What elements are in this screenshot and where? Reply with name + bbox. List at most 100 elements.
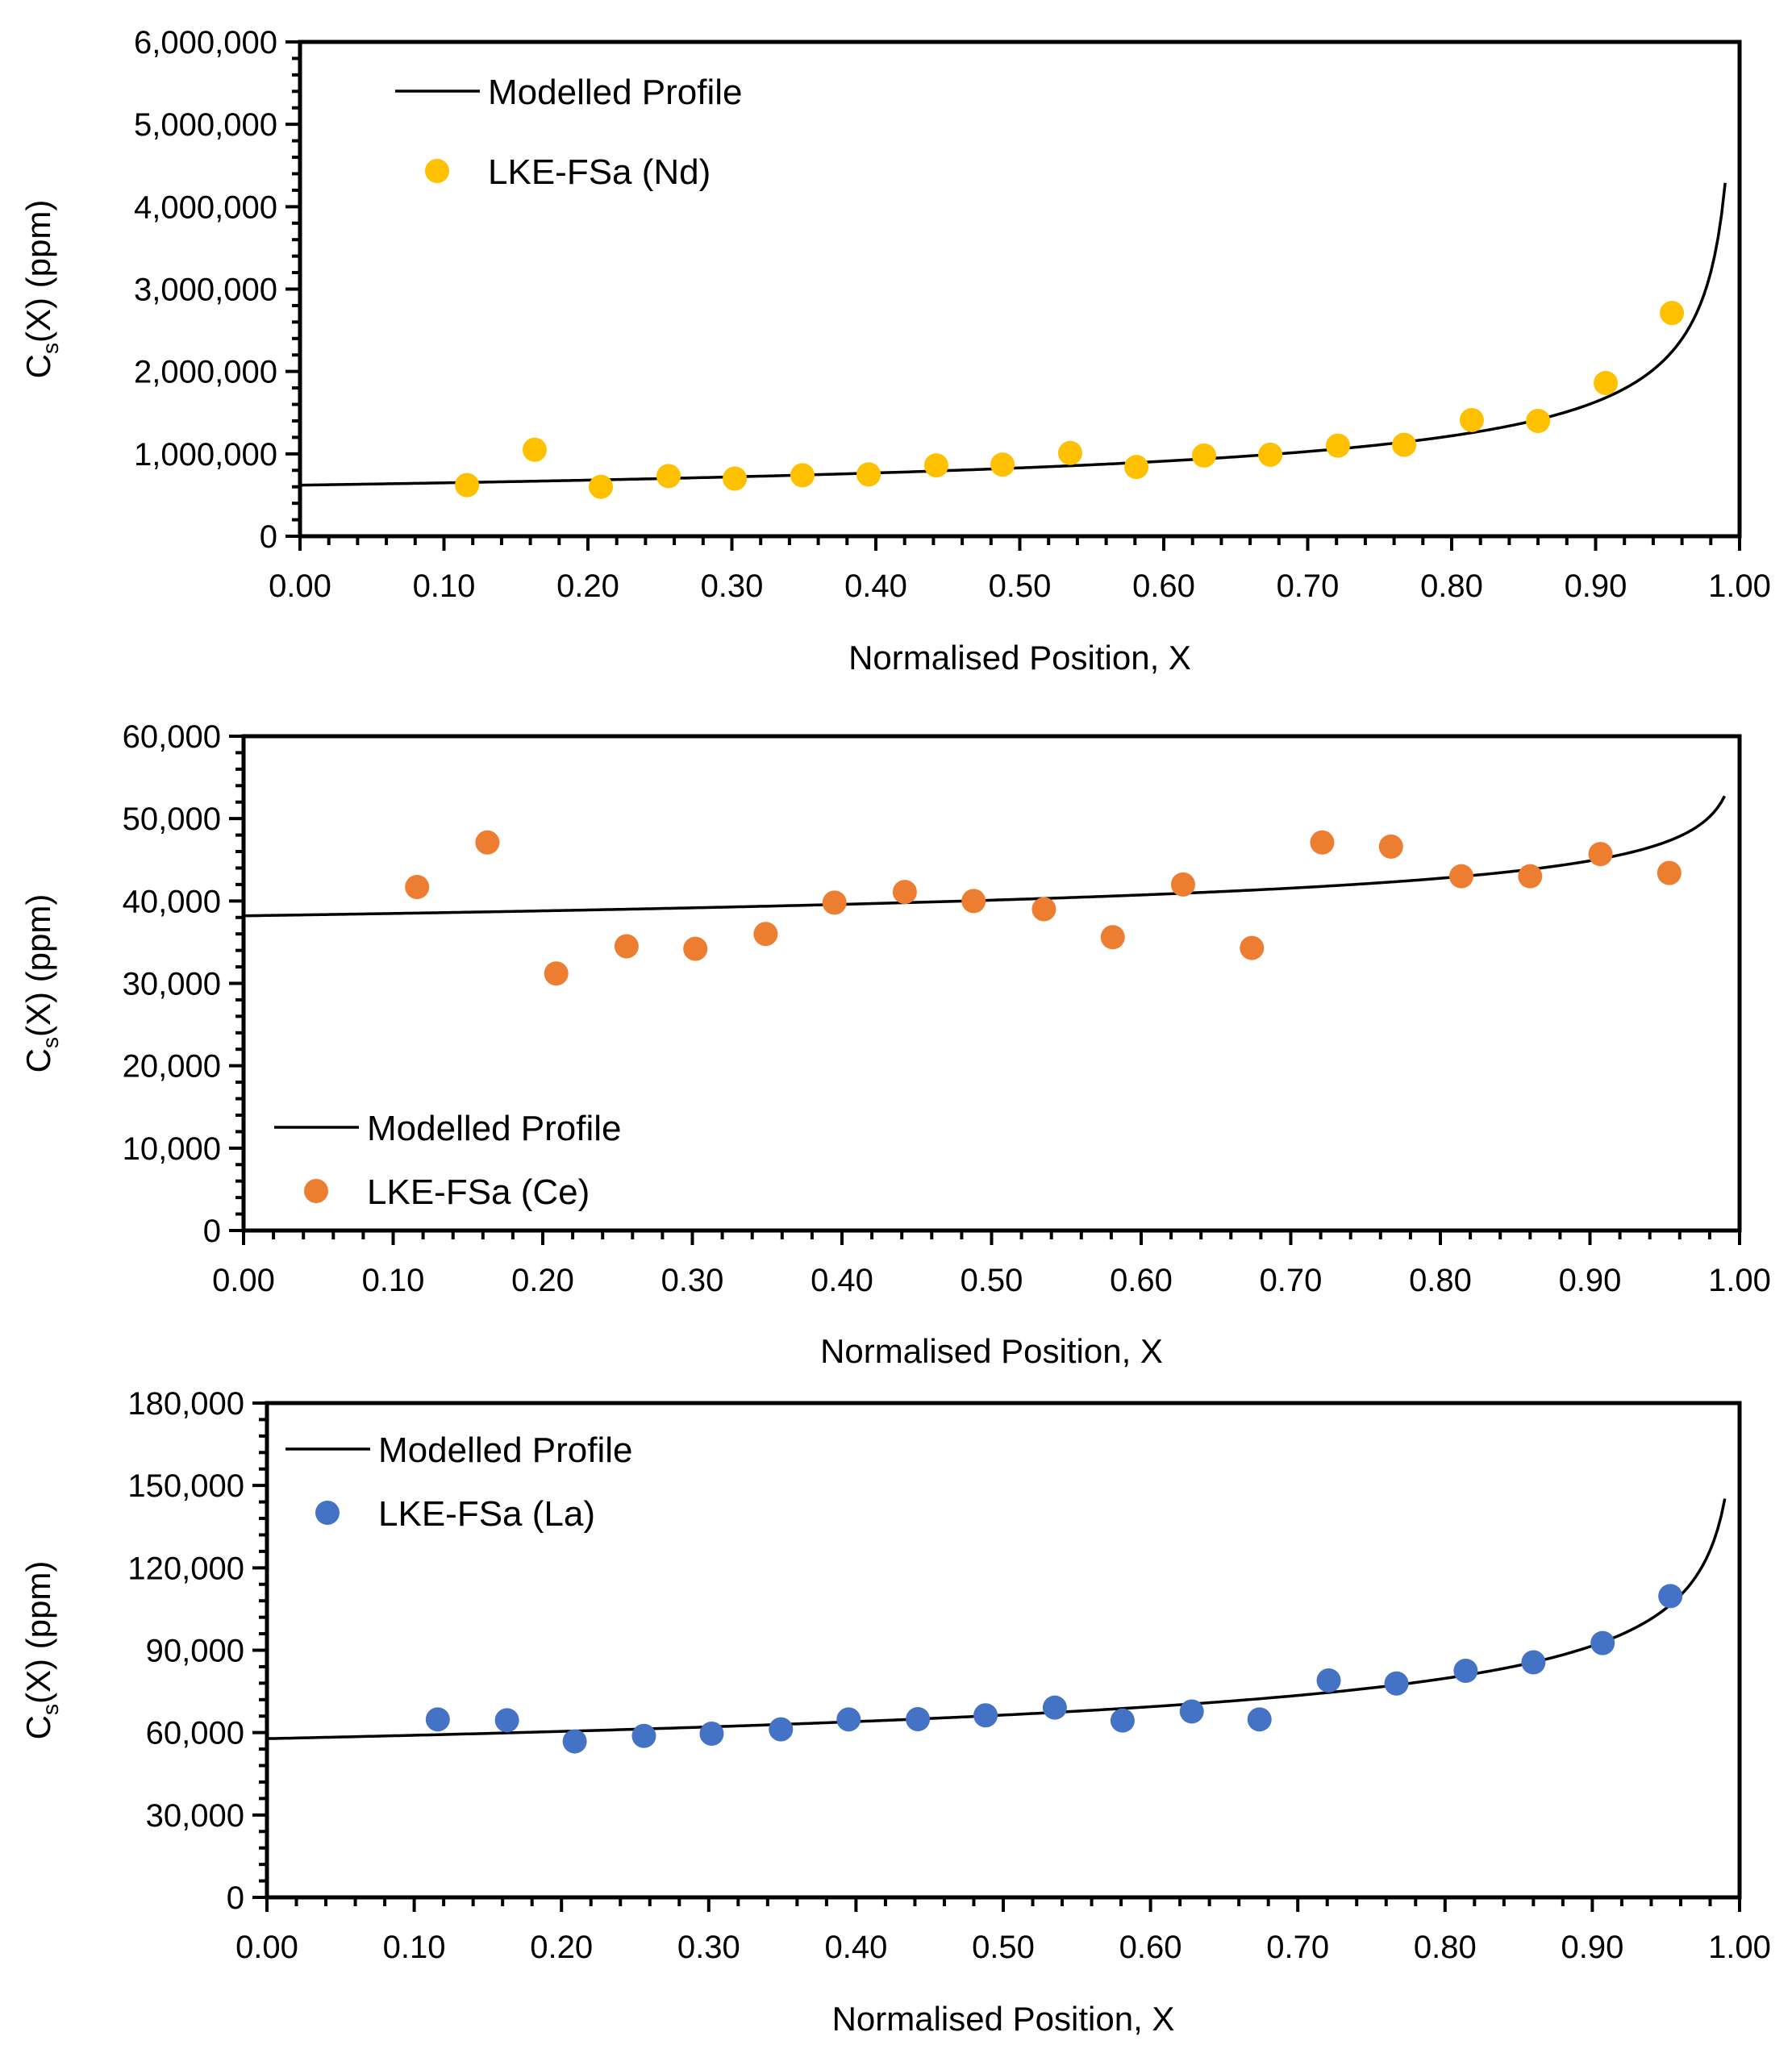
data-point xyxy=(753,922,778,947)
x-tick-label: 0.90 xyxy=(1561,1930,1623,1965)
chart-1: 0.00 0.10 0.20 0.30 0.40 0.50 0.60 0.70 0.80 0.90… xyxy=(19,25,1771,677)
x-tick-label: 0.00 xyxy=(235,1930,298,1965)
y-tick-label: 60,000 xyxy=(146,1716,244,1751)
legend-marker-swatch xyxy=(304,1179,328,1203)
data-point xyxy=(522,437,547,462)
x-tick-label: 0.10 xyxy=(383,1930,446,1965)
legend-label-model: Modelled Profile xyxy=(378,1430,633,1470)
data-point xyxy=(1031,897,1056,922)
data-point xyxy=(1518,864,1543,889)
data-point xyxy=(1378,834,1403,859)
x-tick-label: 0.10 xyxy=(413,568,476,604)
data-point xyxy=(405,874,430,899)
legend-marker-swatch xyxy=(425,159,449,183)
data-point xyxy=(562,1729,587,1754)
y-tick-label: 3,000,000 xyxy=(134,273,277,308)
data-point xyxy=(1590,1630,1615,1655)
modelled-profile-line xyxy=(266,1498,1727,1740)
data-point xyxy=(961,889,986,914)
data-point xyxy=(1384,1671,1409,1696)
data-point xyxy=(1526,408,1551,433)
plot-frame xyxy=(298,40,1742,539)
data-point xyxy=(1170,872,1195,897)
x-tick-label: 0.60 xyxy=(1132,568,1195,604)
y-tick-label: 10,000 xyxy=(123,1131,221,1167)
y-axis-title-rest: (X) (ppm) xyxy=(19,1561,57,1704)
y-tick-label: 2,000,000 xyxy=(134,355,277,390)
x-tick-label: 0.40 xyxy=(811,1263,873,1298)
y-tick-label: 1,000,000 xyxy=(134,437,277,473)
data-point xyxy=(1459,407,1484,432)
data-point xyxy=(1258,442,1283,467)
data-point xyxy=(1448,864,1473,889)
data-point xyxy=(656,464,681,489)
x-tick-label: 1.00 xyxy=(1708,568,1771,604)
y-axis-title: Cs(X) (ppm) xyxy=(19,1561,63,1740)
data-point xyxy=(923,453,948,478)
x-tick-label: 0.50 xyxy=(961,1263,1023,1298)
x-tick-label: 0.20 xyxy=(556,568,619,604)
y-tick-label: 90,000 xyxy=(146,1634,244,1669)
y-tick-label: 30,000 xyxy=(146,1798,244,1834)
x-tick-label: 0.90 xyxy=(1559,1263,1622,1298)
data-point xyxy=(723,466,748,491)
data-point xyxy=(683,936,708,961)
y-axis-title: Cs(X) (ppm) xyxy=(19,894,63,1073)
y-tick-label: 150,000 xyxy=(127,1468,244,1504)
x-axis-title: Normalised Position, X xyxy=(832,2000,1175,2038)
data-point xyxy=(614,934,639,959)
data-point xyxy=(1521,1650,1546,1675)
x-tick-label: 1.00 xyxy=(1708,1263,1771,1298)
data-point xyxy=(1453,1659,1478,1684)
data-point xyxy=(544,961,569,986)
x-tick-label: 1.00 xyxy=(1708,1930,1771,1965)
series-1 xyxy=(455,301,1685,499)
data-point xyxy=(990,452,1015,477)
data-point xyxy=(790,463,815,488)
x-tick-label: 0.30 xyxy=(661,1263,724,1298)
x-tick-label: 0.70 xyxy=(1277,568,1340,604)
y-tick-label: 50,000 xyxy=(123,802,221,837)
x-tick-label: 0.40 xyxy=(844,568,907,604)
legend: Modelled Profile LKE-FSa (La) xyxy=(285,1430,633,1534)
x-tick-label: 0.00 xyxy=(212,1263,275,1298)
plot-frame xyxy=(241,734,1742,1233)
data-point xyxy=(1392,432,1417,457)
x-tick-label: 0.80 xyxy=(1409,1263,1472,1298)
x-tick-label: 0.90 xyxy=(1565,568,1627,604)
data-point xyxy=(1588,842,1613,867)
y-tick-label: 5,000,000 xyxy=(134,107,277,143)
data-point xyxy=(836,1707,861,1732)
y-axis-title-main: C xyxy=(19,354,57,378)
x-tick-label: 0.20 xyxy=(511,1263,574,1298)
data-point xyxy=(1247,1707,1272,1732)
x-axis-title: Normalised Position, X xyxy=(848,639,1191,677)
y-tick-label: 30,000 xyxy=(123,967,221,1002)
data-point xyxy=(455,473,480,498)
legend-label-model: Modelled Profile xyxy=(367,1109,622,1148)
y-axis-title-sub: s xyxy=(38,1037,63,1048)
data-point xyxy=(475,830,500,855)
y-tick-label: 180,000 xyxy=(127,1386,244,1422)
y-axis-title-rest: (X) (ppm) xyxy=(19,200,57,343)
modelled-profile-line xyxy=(299,182,1727,487)
data-point xyxy=(589,474,614,499)
series-1 xyxy=(425,1584,1683,1754)
y-axis-title-rest: (X) (ppm) xyxy=(19,894,57,1037)
data-point xyxy=(1110,1708,1135,1733)
data-point xyxy=(1657,860,1682,885)
x-tick-label: 0.80 xyxy=(1414,1930,1477,1965)
data-point xyxy=(1179,1699,1204,1724)
data-point xyxy=(1100,925,1125,950)
x-tick-label: 0.20 xyxy=(530,1930,593,1965)
data-point xyxy=(1124,455,1149,480)
x-tick-label: 0.00 xyxy=(269,568,331,604)
y-tick-label: 6,000,000 xyxy=(134,25,277,60)
x-tick-label: 0.60 xyxy=(1110,1263,1173,1298)
y-axis-title-sub: s xyxy=(38,343,63,354)
x-axis-title: Normalised Position, X xyxy=(820,1332,1163,1370)
legend: Modelled Profile LKE-FSa (Nd) xyxy=(395,73,743,192)
chart-3: 0.00 0.10 0.20 0.30 0.40 0.50 0.60 0.70 0.80 0.90… xyxy=(19,1386,1771,2038)
x-tick-label: 0.70 xyxy=(1260,1263,1323,1298)
